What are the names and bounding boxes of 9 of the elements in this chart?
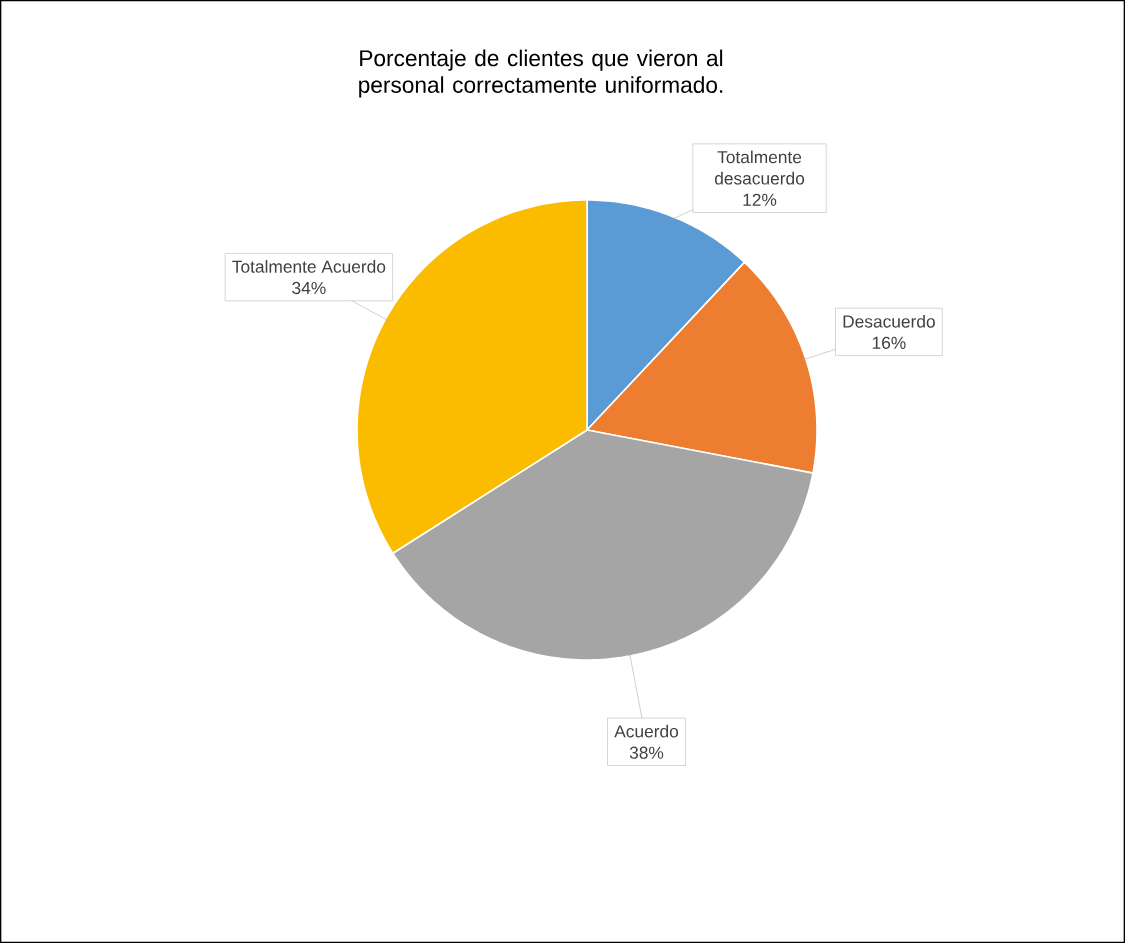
chart-title: Porcentaje de clientes que vieron al personal correctamente uniformado. bbox=[359, 49, 723, 98]
data-label: 38% bbox=[629, 746, 664, 759]
slice-label: Acuerdo bbox=[614, 724, 679, 738]
data-label: 34% bbox=[292, 281, 326, 295]
data-label: 16% bbox=[872, 336, 906, 349]
slice-label: Totalmente desacuerdo bbox=[714, 150, 805, 185]
slice-label: Totalmente Acuerdo bbox=[232, 260, 386, 273]
data-label: 12% bbox=[743, 193, 777, 206]
slice-label: Desacuerdo bbox=[843, 314, 935, 328]
